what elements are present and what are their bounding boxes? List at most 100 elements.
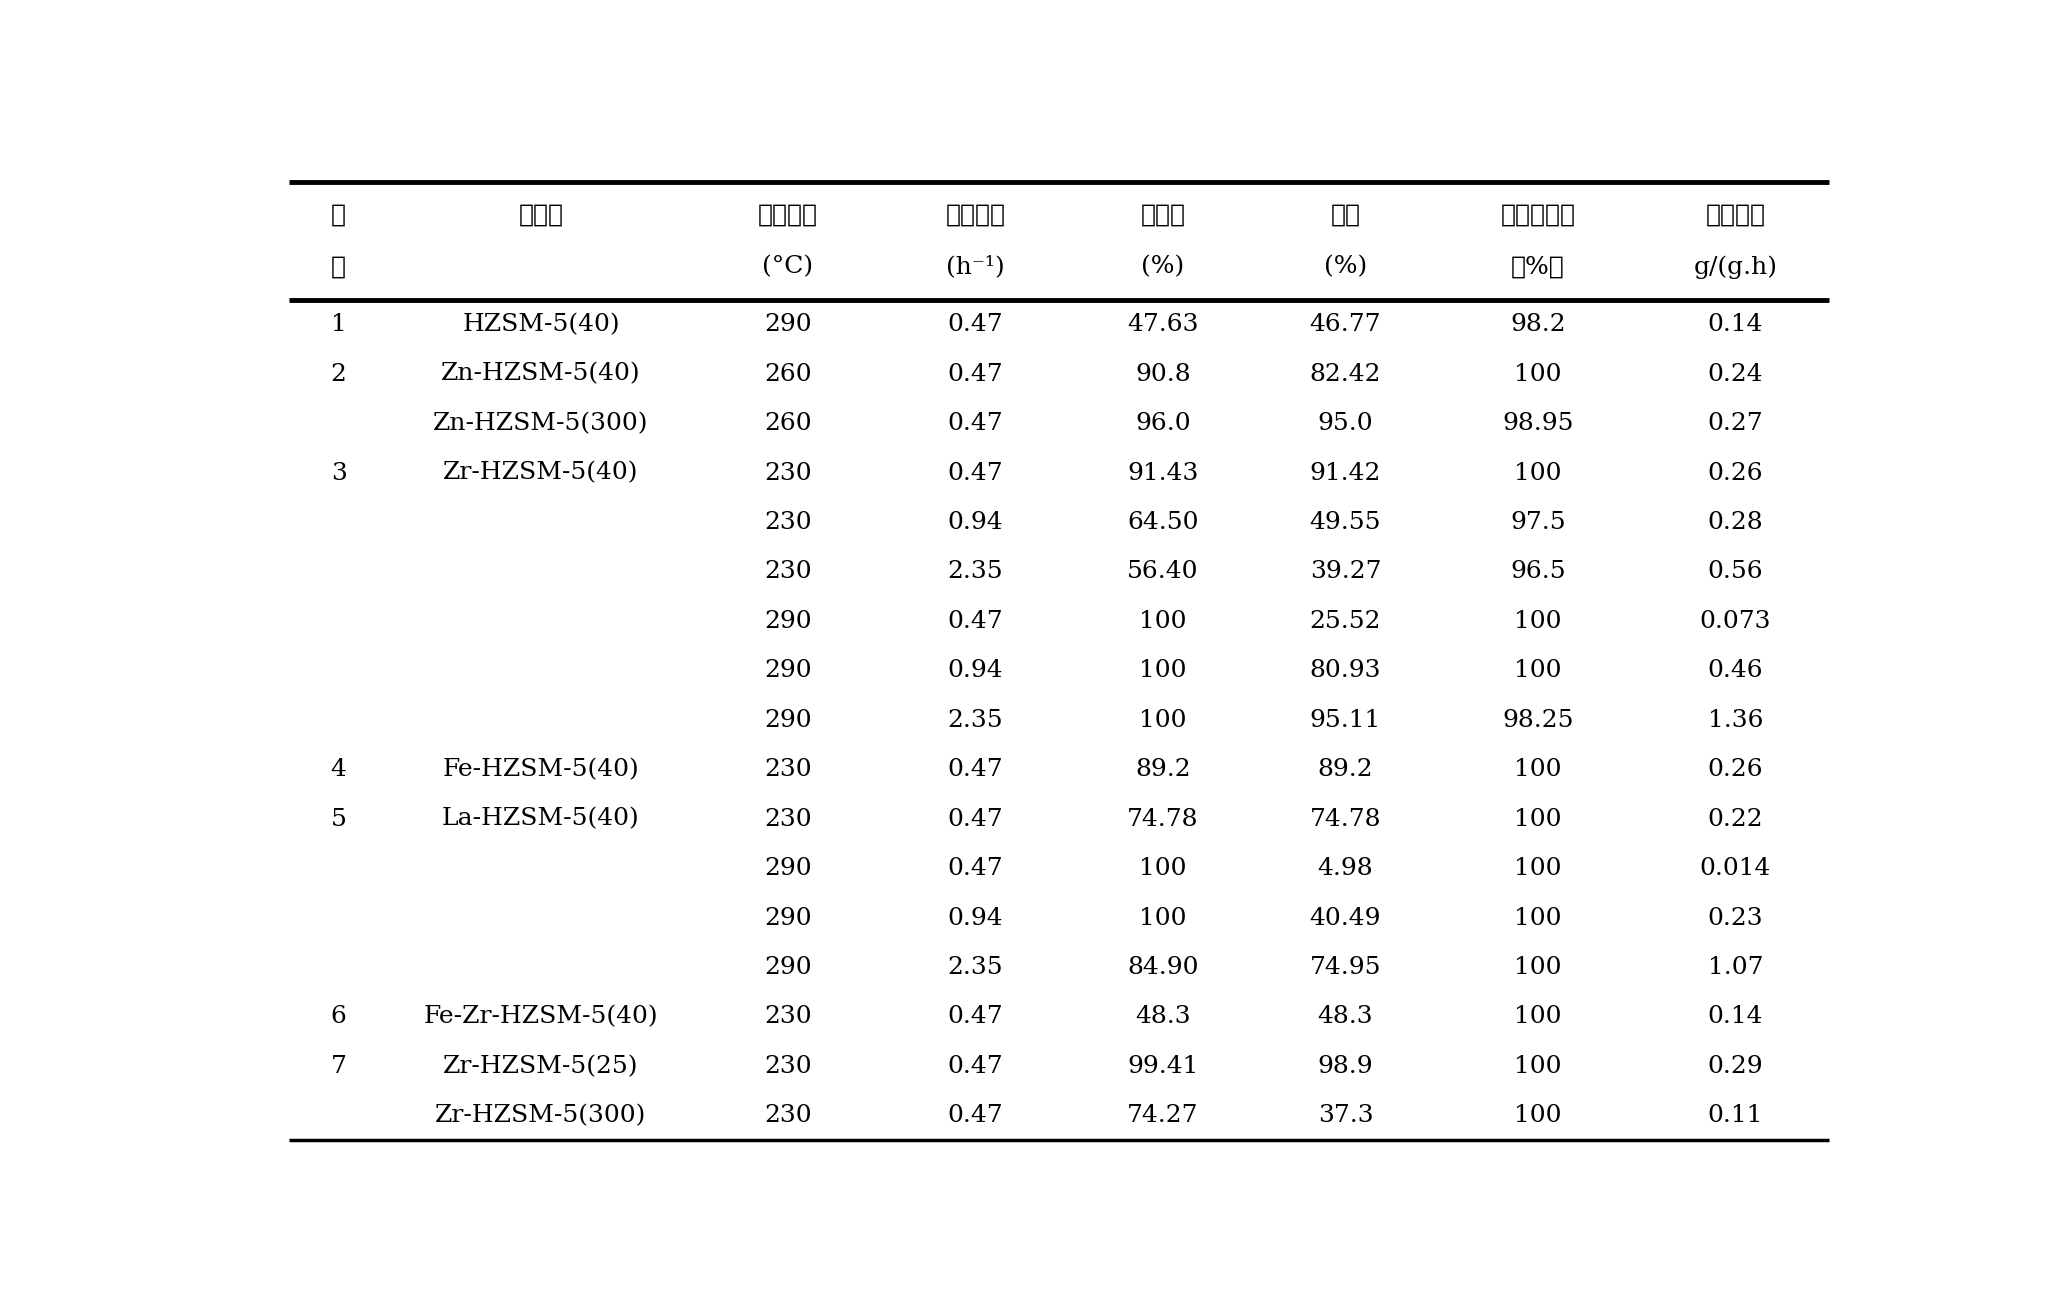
- Text: 转化率: 转化率: [1141, 203, 1186, 227]
- Text: 2.35: 2.35: [947, 956, 1003, 979]
- Text: 0.23: 0.23: [1707, 906, 1763, 930]
- Text: （%）: （%）: [1511, 256, 1565, 278]
- Text: 82.42: 82.42: [1310, 363, 1382, 386]
- Text: Zr-HZSM-5(25): Zr-HZSM-5(25): [443, 1055, 638, 1078]
- Text: 0.47: 0.47: [947, 758, 1003, 781]
- Text: 0.47: 0.47: [947, 412, 1003, 436]
- Text: 0.11: 0.11: [1707, 1104, 1763, 1127]
- Text: 例: 例: [331, 256, 346, 278]
- Text: Zr-HZSM-5(300): Zr-HZSM-5(300): [434, 1104, 647, 1127]
- Text: 2.35: 2.35: [947, 561, 1003, 583]
- Text: 100: 100: [1513, 1005, 1561, 1029]
- Text: 0.47: 0.47: [947, 1055, 1003, 1078]
- Text: 3: 3: [331, 462, 346, 485]
- Text: 100: 100: [1513, 857, 1561, 880]
- Text: 实: 实: [331, 203, 346, 227]
- Text: 0.47: 0.47: [947, 807, 1003, 831]
- Text: 99.41: 99.41: [1126, 1055, 1198, 1078]
- Text: (%): (%): [1141, 256, 1184, 278]
- Text: 91.43: 91.43: [1126, 462, 1198, 485]
- Text: 0.24: 0.24: [1707, 363, 1763, 386]
- Text: 0.22: 0.22: [1707, 807, 1763, 831]
- Text: 49.55: 49.55: [1310, 511, 1382, 535]
- Text: 1.07: 1.07: [1707, 956, 1763, 979]
- Text: 0.47: 0.47: [947, 610, 1003, 632]
- Text: 96.0: 96.0: [1135, 412, 1190, 436]
- Text: Fe-Zr-HZSM-5(40): Fe-Zr-HZSM-5(40): [424, 1005, 659, 1029]
- Text: 230: 230: [764, 1005, 811, 1029]
- Text: 6: 6: [331, 1005, 346, 1029]
- Text: 0.14: 0.14: [1707, 313, 1763, 336]
- Text: 74.78: 74.78: [1310, 807, 1382, 831]
- Text: 质量空速: 质量空速: [945, 203, 1005, 227]
- Text: 230: 230: [764, 758, 811, 781]
- Text: 0.26: 0.26: [1707, 462, 1763, 485]
- Text: 1.36: 1.36: [1707, 709, 1763, 732]
- Text: 260: 260: [764, 412, 811, 436]
- Text: 时空收率: 时空收率: [1705, 203, 1765, 227]
- Text: 0.47: 0.47: [947, 857, 1003, 880]
- Text: 100: 100: [1513, 660, 1561, 682]
- Text: 48.3: 48.3: [1135, 1005, 1190, 1029]
- Text: 0.94: 0.94: [947, 906, 1003, 930]
- Text: 47.63: 47.63: [1126, 313, 1198, 336]
- Text: 230: 230: [764, 561, 811, 583]
- Text: 40.49: 40.49: [1310, 906, 1382, 930]
- Text: 0.014: 0.014: [1699, 857, 1771, 880]
- Text: 64.50: 64.50: [1126, 511, 1198, 535]
- Text: 0.27: 0.27: [1707, 412, 1763, 436]
- Text: 100: 100: [1513, 462, 1561, 485]
- Text: 0.47: 0.47: [947, 313, 1003, 336]
- Text: 0.47: 0.47: [947, 1005, 1003, 1029]
- Text: 100: 100: [1513, 807, 1561, 831]
- Text: 290: 290: [764, 709, 811, 732]
- Text: 100: 100: [1139, 857, 1186, 880]
- Text: 0.94: 0.94: [947, 660, 1003, 682]
- Text: (%): (%): [1324, 256, 1367, 278]
- Text: 5: 5: [331, 807, 346, 831]
- Text: 290: 290: [764, 313, 811, 336]
- Text: 0.46: 0.46: [1707, 660, 1763, 682]
- Text: (°C): (°C): [762, 256, 813, 278]
- Text: 1: 1: [331, 313, 346, 336]
- Text: 91.42: 91.42: [1310, 462, 1382, 485]
- Text: 90.8: 90.8: [1135, 363, 1190, 386]
- Text: 0.47: 0.47: [947, 1104, 1003, 1127]
- Text: 98.95: 98.95: [1503, 412, 1573, 436]
- Text: 74.95: 74.95: [1310, 956, 1382, 979]
- Text: 气相选择性: 气相选择性: [1501, 203, 1575, 227]
- Text: 收率: 收率: [1330, 203, 1361, 227]
- Text: 89.2: 89.2: [1135, 758, 1190, 781]
- Text: 4: 4: [331, 758, 346, 781]
- Text: 0.28: 0.28: [1707, 511, 1763, 535]
- Text: 95.11: 95.11: [1310, 709, 1382, 732]
- Text: 0.94: 0.94: [947, 511, 1003, 535]
- Text: 95.0: 95.0: [1318, 412, 1373, 436]
- Text: 0.56: 0.56: [1707, 561, 1763, 583]
- Text: 100: 100: [1513, 363, 1561, 386]
- Text: 260: 260: [764, 363, 811, 386]
- Text: 100: 100: [1139, 660, 1186, 682]
- Text: 0.26: 0.26: [1707, 758, 1763, 781]
- Text: 7: 7: [331, 1055, 346, 1078]
- Text: 100: 100: [1139, 709, 1186, 732]
- Text: 2: 2: [331, 363, 346, 386]
- Text: 230: 230: [764, 1104, 811, 1127]
- Text: 0.14: 0.14: [1707, 1005, 1763, 1029]
- Text: 46.77: 46.77: [1310, 313, 1382, 336]
- Text: 反应温度: 反应温度: [758, 203, 817, 227]
- Text: 230: 230: [764, 462, 811, 485]
- Text: 0.29: 0.29: [1707, 1055, 1763, 1078]
- Text: 0.47: 0.47: [947, 363, 1003, 386]
- Text: 4.98: 4.98: [1318, 857, 1373, 880]
- Text: 290: 290: [764, 956, 811, 979]
- Text: 100: 100: [1139, 610, 1186, 632]
- Text: 100: 100: [1513, 610, 1561, 632]
- Text: 290: 290: [764, 660, 811, 682]
- Text: 96.5: 96.5: [1509, 561, 1565, 583]
- Text: 290: 290: [764, 906, 811, 930]
- Text: 37.3: 37.3: [1318, 1104, 1373, 1127]
- Text: 100: 100: [1139, 906, 1186, 930]
- Text: Zn-HZSM-5(40): Zn-HZSM-5(40): [441, 363, 640, 386]
- Text: 89.2: 89.2: [1318, 758, 1373, 781]
